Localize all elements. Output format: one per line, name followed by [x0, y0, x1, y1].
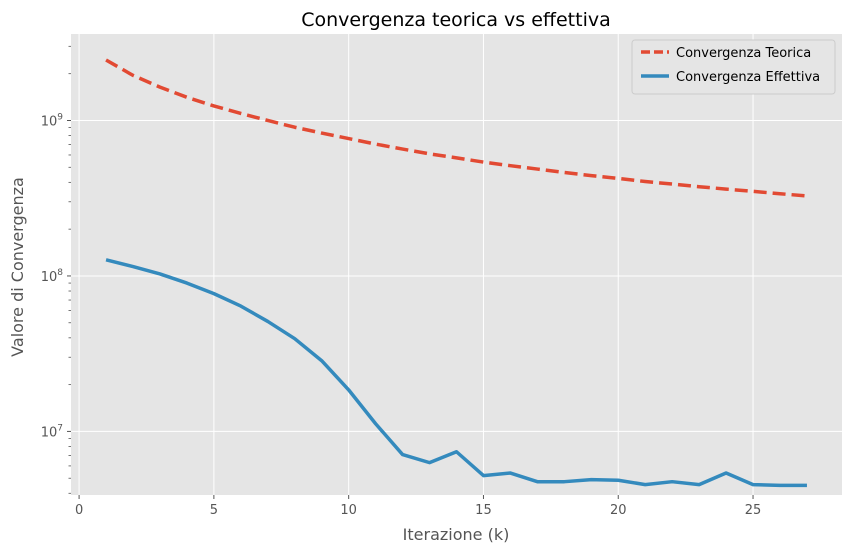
- x-tick-label: 10: [340, 503, 357, 518]
- y-tick-base: 10: [41, 114, 58, 129]
- y-tick-label: 109: [41, 112, 64, 129]
- x-tick-label: 0: [75, 503, 83, 518]
- y-tick-label: 107: [41, 423, 63, 440]
- series-line-theoretical: [105, 58, 808, 198]
- x-tick-label: 15: [475, 503, 492, 518]
- legend: Convergenza Teorica Convergenza Effettiv…: [631, 39, 836, 95]
- grid-layer: [71, 34, 842, 495]
- chart-title: Convergenza teorica vs effettiva: [301, 9, 611, 31]
- series-layer: [105, 58, 808, 488]
- y-tick-exponent: 9: [57, 112, 63, 122]
- y-axis-label: Valore di Convergenza: [8, 177, 27, 357]
- x-tick-label: 5: [210, 503, 218, 518]
- x-tick-label: 20: [610, 503, 627, 518]
- y-tick-label: 108: [41, 268, 64, 285]
- series-line-actual: [105, 258, 807, 488]
- y-tick-base: 10: [41, 270, 58, 285]
- y-tick-exponent: 8: [57, 268, 63, 278]
- plot-background: [71, 34, 842, 495]
- x-tick-label: 25: [745, 503, 762, 518]
- legend-label-theoretical: Convergenza Teorica: [676, 46, 811, 61]
- y-tick-exponent: 7: [57, 423, 63, 433]
- x-axis-label: Iterazione (k): [403, 525, 510, 544]
- legend-box: [631, 39, 836, 95]
- legend-label-actual: Convergenza Effettiva: [676, 70, 820, 85]
- y-tick-base: 10: [41, 425, 58, 440]
